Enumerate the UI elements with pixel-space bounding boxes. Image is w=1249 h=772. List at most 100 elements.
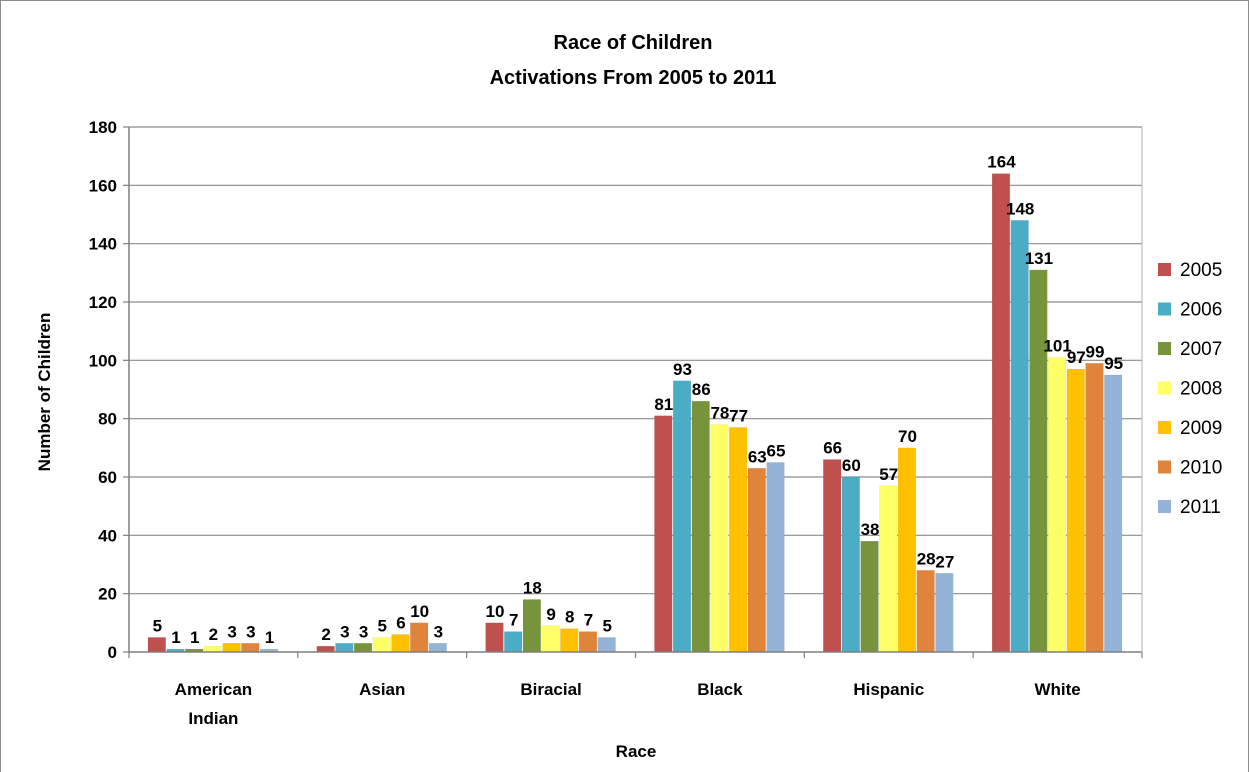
data-label: 2 [209, 625, 218, 644]
bar [597, 637, 616, 653]
data-label: 3 [340, 622, 349, 641]
bar [353, 643, 373, 653]
y-tick-label: 120 [89, 293, 117, 312]
legend-label: 2011 [1180, 497, 1221, 518]
bar [1047, 357, 1067, 653]
x-tick-label: Hispanic [853, 680, 924, 699]
data-label: 7 [584, 611, 593, 630]
data-label: 57 [879, 465, 898, 484]
bar [203, 645, 223, 653]
data-label: 10 [486, 602, 505, 621]
y-tick-label: 160 [89, 176, 117, 195]
bar [560, 628, 579, 653]
data-label: 3 [246, 622, 255, 641]
bar [1010, 220, 1029, 653]
data-label: 65 [767, 441, 786, 460]
data-label: 86 [692, 380, 711, 399]
bar [879, 485, 898, 653]
chart-title: Race of Children [554, 32, 713, 54]
y-tick-label: 60 [98, 468, 117, 487]
bar [747, 468, 766, 653]
bar [766, 462, 785, 653]
data-label: 81 [654, 395, 673, 414]
bar [391, 634, 410, 653]
data-label: 3 [359, 622, 368, 641]
bar [147, 637, 166, 653]
data-label: 99 [1086, 342, 1105, 361]
bar [897, 447, 917, 653]
gridlines [129, 126, 1142, 652]
data-label: 5 [153, 616, 162, 635]
bar [222, 643, 241, 653]
data-label: 1 [190, 628, 199, 647]
legend-label: 2010 [1180, 458, 1222, 479]
legend-label: 2006 [1180, 300, 1222, 321]
bar [485, 622, 504, 653]
data-label: 28 [917, 549, 936, 568]
bar [860, 540, 879, 653]
bar [672, 380, 692, 653]
data-label: 63 [748, 447, 767, 466]
data-label: 95 [1104, 354, 1123, 373]
bar [541, 625, 560, 653]
bar [991, 173, 1011, 653]
bar [522, 599, 541, 653]
data-label: 101 [1043, 336, 1071, 355]
bar [654, 415, 673, 653]
legend: 2005 2006 2007 2008 2009 2010 2011 [1158, 260, 1222, 518]
bar [241, 643, 260, 653]
legend-swatch [1158, 342, 1171, 355]
bar [410, 622, 429, 653]
data-label: 164 [987, 153, 1016, 172]
x-axis-label: Race [616, 742, 657, 761]
data-label: 10 [410, 602, 429, 621]
y-tick-label: 20 [98, 585, 117, 604]
plot-area [129, 127, 1142, 652]
legend-swatch [1158, 263, 1171, 276]
legend-swatch [1158, 421, 1171, 434]
legend-label: 2008 [1180, 379, 1222, 400]
bar [1104, 374, 1123, 653]
chart-subtitle: Activations From 2005 to 2011 [490, 67, 777, 89]
legend-swatch [1158, 381, 1171, 395]
bars [147, 173, 1123, 653]
bar [841, 476, 860, 653]
y-tick-label: 40 [98, 526, 117, 545]
bar [316, 645, 335, 653]
bar [729, 427, 748, 653]
data-label: 60 [842, 456, 861, 475]
bar [1029, 269, 1048, 653]
data-label: 70 [898, 427, 917, 446]
data-label: 78 [710, 404, 729, 423]
data-label: 5 [378, 616, 387, 635]
data-label: 77 [729, 406, 748, 425]
data-label: 6 [396, 614, 405, 633]
data-label: 97 [1067, 348, 1086, 367]
y-tick-label: 180 [89, 118, 117, 137]
y-tick-label: 80 [98, 410, 117, 429]
data-label: 3 [227, 622, 236, 641]
legend-swatch [1158, 500, 1171, 513]
bar [823, 459, 842, 653]
legend-swatch [1158, 460, 1171, 474]
data-label: 1 [265, 628, 274, 647]
data-label: 1 [171, 628, 180, 647]
data-label: 8 [565, 608, 574, 627]
bar [578, 631, 598, 653]
data-label: 131 [1025, 249, 1053, 268]
x-tick-label: Biracial [520, 680, 581, 699]
data-label: 18 [523, 579, 542, 598]
data-label: 3 [434, 622, 443, 641]
legend-label: 2005 [1180, 260, 1222, 281]
data-label: 27 [935, 552, 954, 571]
y-tick-label: 100 [89, 351, 117, 370]
bar [1066, 368, 1085, 653]
data-label: 7 [509, 611, 518, 630]
y-axis-label: Number of Children [35, 313, 54, 472]
data-label: 5 [602, 616, 611, 635]
data-label: 148 [1006, 199, 1034, 218]
y-tick-label: 0 [108, 643, 117, 662]
bar [335, 643, 354, 653]
